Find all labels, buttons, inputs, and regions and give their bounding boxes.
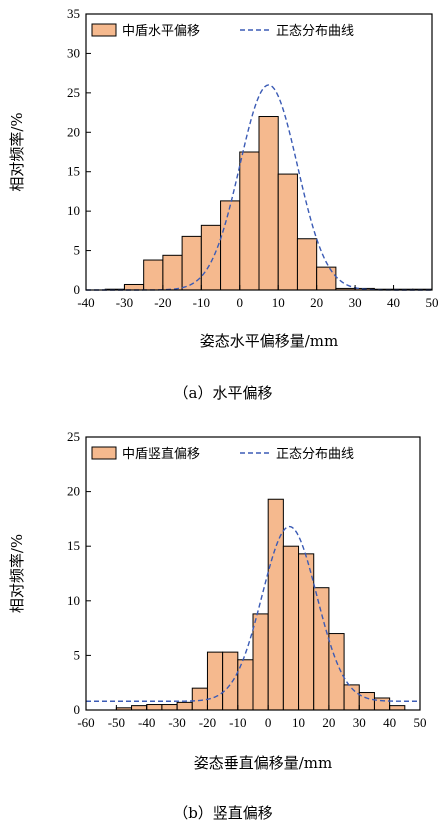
x-tick-label: 10: [292, 715, 305, 730]
y-tick-label: 30: [67, 45, 80, 60]
legend-bar-label: 中盾竖直偏移: [122, 447, 200, 462]
histogram-bar: [222, 651, 239, 711]
y-tick-label: 5: [74, 647, 81, 662]
x-tick-label: -40: [138, 715, 155, 730]
histogram-bar: [143, 259, 164, 291]
x-tick-label: -30: [116, 295, 133, 310]
x-tick-label: -20: [199, 715, 216, 730]
histogram-bar: [239, 151, 260, 291]
legend-bar-swatch: [91, 23, 117, 37]
x-tick-label: 30: [353, 715, 366, 730]
normal-curve: [86, 525, 420, 702]
x-ticks: -60 -50 -40 -30 -20 -10 0 10 20 30 40 50: [77, 705, 427, 730]
y-tick-label: 25: [67, 85, 80, 100]
chart-vertical-offset: -60 -50 -40 -30 -20 -10 0 10 20 30 40 50 0 5 10 15 20 25…: [8, 429, 427, 822]
x-tick-label: -30: [168, 715, 185, 730]
x-tick-label: 0: [265, 715, 272, 730]
histogram-bar: [146, 704, 163, 711]
histogram-bar: [267, 498, 284, 711]
histogram-bar: [191, 687, 208, 711]
y-tick-label: 0: [74, 702, 81, 717]
x-tick-label: 30: [349, 295, 362, 310]
y-tick-label: 15: [67, 164, 80, 179]
y-tick-label: 20: [67, 484, 80, 499]
x-tick-label: -20: [154, 295, 171, 310]
x-tick-label: 50: [426, 295, 439, 310]
histogram-bar: [181, 235, 202, 291]
histogram-bar: [313, 587, 330, 711]
y-tick-label: 10: [67, 203, 80, 218]
chart-caption: （b）竖直偏移: [173, 804, 273, 822]
x-axis-title: 姿态垂直偏移量/mm: [194, 754, 333, 772]
plot-frame: [85, 436, 421, 711]
plot-frame: [85, 13, 433, 291]
bars: [115, 498, 406, 711]
legend: 中盾竖直偏移 正态分布曲线: [91, 446, 354, 462]
x-ticks: -40 -30 -20 -10 0 10 20 30 40 50: [77, 285, 439, 310]
legend-bar-swatch: [91, 446, 117, 460]
x-tick-label: -10: [193, 295, 210, 310]
histogram-bar: [258, 116, 279, 291]
histogram-bar: [316, 266, 337, 291]
histogram-bar: [162, 254, 183, 291]
histogram-bar: [161, 704, 178, 711]
histogram-bar: [220, 200, 241, 291]
histogram-bar: [200, 224, 222, 291]
chart-caption: （a）水平偏移: [174, 384, 273, 402]
x-tick-label: -60: [77, 715, 94, 730]
chart-horizontal-offset: -40 -30 -20 -10 0 10 20 30 40 50 0 5 10 15 20 25 30 35 中…: [8, 6, 439, 402]
x-tick-label: 20: [310, 295, 323, 310]
y-axis-title: 相对频率/%: [8, 112, 26, 191]
x-tick-label: 40: [387, 295, 400, 310]
y-ticks: 0 5 10 15 20 25: [67, 429, 91, 717]
y-tick-label: 35: [67, 6, 80, 21]
x-axis-title: 姿态水平偏移量/mm: [200, 332, 339, 350]
y-axis-title: 相对频率/%: [8, 534, 26, 613]
legend-curve-label: 正态分布曲线: [276, 447, 354, 462]
legend-bar-label: 中盾水平偏移: [122, 24, 200, 39]
x-tick-label: -50: [108, 715, 125, 730]
histogram-bar: [131, 705, 148, 711]
histogram-bar: [282, 545, 300, 711]
histogram-bar: [206, 651, 224, 711]
y-tick-label: 20: [67, 124, 80, 139]
x-tick-label: -10: [229, 715, 246, 730]
x-tick-label: -40: [77, 295, 94, 310]
x-tick-label: 10: [272, 295, 285, 310]
x-tick-label: 50: [414, 715, 427, 730]
histogram-bar: [296, 238, 318, 291]
histogram-bar: [176, 701, 193, 711]
y-tick-label: 10: [67, 593, 80, 608]
histogram-bar: [123, 283, 145, 291]
histogram-bar: [277, 173, 298, 291]
bars: [104, 116, 433, 291]
legend: 中盾水平偏移 正态分布曲线: [91, 23, 354, 39]
y-tick-label: 5: [74, 243, 81, 258]
x-tick-label: 40: [383, 715, 396, 730]
histogram-bar: [389, 705, 406, 711]
x-tick-label: 0: [237, 295, 244, 310]
y-tick-label: 0: [74, 282, 81, 297]
y-ticks: 0 5 10 15 20 25 30 35: [67, 6, 91, 297]
y-tick-label: 15: [67, 538, 80, 553]
x-tick-label: 20: [322, 715, 335, 730]
y-tick-label: 25: [67, 429, 80, 444]
legend-curve-label: 正态分布曲线: [276, 24, 354, 39]
histogram-bar: [252, 613, 269, 711]
